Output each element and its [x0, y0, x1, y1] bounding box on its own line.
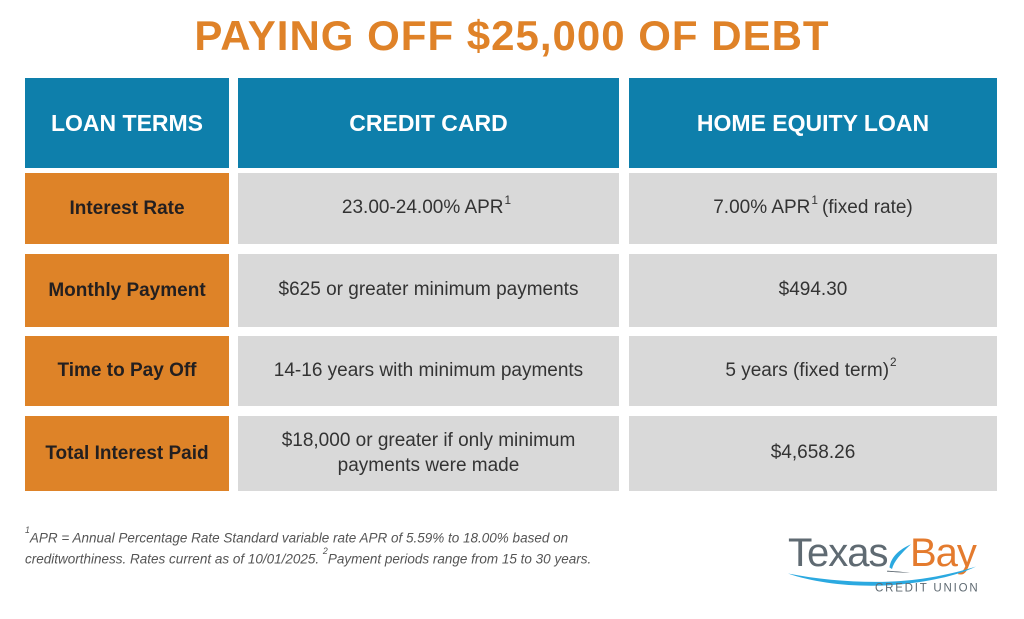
svg-text:Bay: Bay	[910, 531, 977, 575]
svg-text:Texas: Texas	[788, 531, 888, 575]
svg-text:CREDIT UNION: CREDIT UNION	[875, 583, 979, 595]
